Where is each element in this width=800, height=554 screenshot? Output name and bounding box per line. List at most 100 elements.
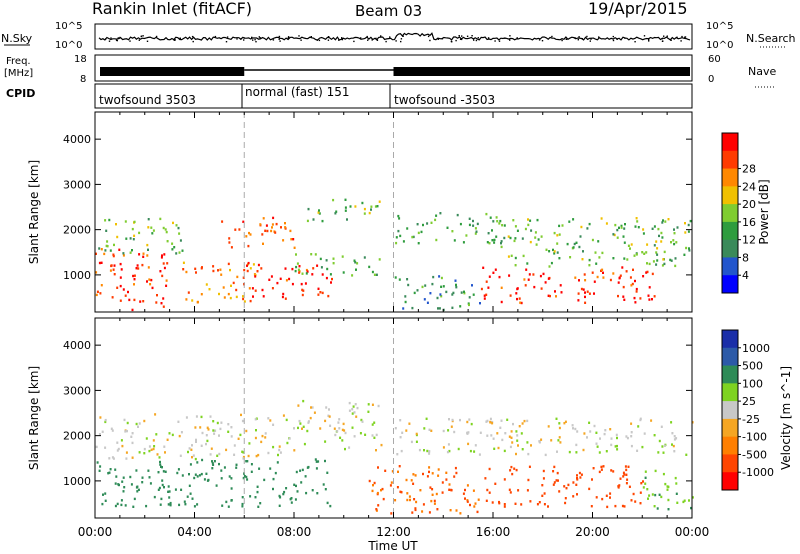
velocity-cell: [246, 460, 249, 463]
velocity-cell: [413, 498, 416, 501]
power-cell: [483, 294, 486, 297]
power-cell: [416, 223, 419, 226]
velocity-cell: [131, 441, 134, 445]
velocity-cell: [453, 475, 456, 478]
power-cell: [601, 251, 604, 255]
power-cell: [522, 254, 525, 258]
power-cell: [479, 302, 481, 305]
nsearch-point: [236, 38, 238, 40]
nsky-strip: N.Sky 10^5 10^0 10^5 10^0 N.Search: [1, 21, 796, 51]
power-cell: [246, 269, 249, 273]
velocity-cell: [576, 493, 578, 496]
power-cell: [423, 298, 426, 301]
velocity-cell: [177, 468, 180, 471]
velocity-cell: [466, 432, 469, 435]
velocity-cell: [414, 508, 417, 512]
nsearch-point: [115, 39, 118, 41]
nsearch-point: [589, 40, 591, 42]
velocity-cell: [426, 475, 429, 478]
velocity-cell: [255, 429, 257, 432]
power-cell: [632, 268, 634, 271]
velocity-cell: [512, 422, 514, 426]
velocity-cell: [205, 434, 208, 437]
power-cell: [98, 247, 101, 250]
freq-label-line1: Freq.: [6, 56, 31, 67]
velocity-cell: [580, 473, 583, 476]
power-cell: [549, 294, 551, 298]
velocity-cell: [609, 492, 612, 495]
velocity-cell: [466, 484, 469, 487]
velocity-cell: [552, 470, 555, 473]
velocity-cell: [154, 413, 157, 416]
velocity-cell: [372, 484, 374, 487]
power-cell: [178, 251, 181, 254]
velocity-cell: [161, 479, 164, 482]
power-cell: [566, 242, 569, 246]
velocity-cell: [575, 443, 578, 447]
velocity-cell: [595, 496, 598, 499]
power-cell: [660, 240, 663, 243]
power-cell: [521, 237, 524, 240]
power-cell: [262, 217, 265, 220]
power-cell: [485, 212, 488, 216]
power-cell: [482, 266, 485, 269]
velocity-cell: [216, 421, 219, 425]
power-cell: [187, 291, 190, 294]
velocity-cell: [120, 503, 123, 507]
velocity-cell: [148, 445, 151, 448]
power-cell: [556, 242, 559, 245]
power-cell: [248, 231, 250, 235]
nave-tick-bottom: 0: [708, 74, 714, 85]
power-cell: [560, 291, 563, 294]
power-cell: [488, 275, 491, 278]
velocity-cell: [564, 501, 567, 505]
nsearch-point: [255, 41, 257, 43]
power-cell: [230, 246, 233, 249]
nsearch-point: [574, 37, 576, 39]
velocity-cell: [399, 419, 402, 422]
velocity-cell: [125, 451, 128, 454]
power-cell: [284, 297, 287, 300]
velocity-cell: [572, 495, 575, 498]
velocity-cell: [412, 473, 415, 476]
velocity-cell: [194, 426, 197, 429]
power-cell: [653, 295, 656, 298]
power-cell: [205, 283, 208, 286]
velocity-cell: [230, 435, 233, 438]
power-cell: [115, 223, 117, 226]
power-cell: [196, 301, 199, 304]
x-tick-label: 12:00: [376, 525, 411, 539]
velocity-cell: [486, 434, 489, 437]
velocity-cell: [467, 431, 470, 434]
velocity-cell: [205, 472, 208, 475]
power-cell: [271, 287, 274, 290]
power-cell: [293, 246, 296, 249]
velocity-cell: [198, 474, 201, 477]
power-cell: [463, 290, 465, 293]
power-cell: [625, 270, 628, 273]
velocity-cell: [194, 457, 197, 461]
power-cell: [378, 200, 381, 203]
power-cell: [676, 226, 679, 229]
velocity-cell: [523, 419, 526, 423]
power-cell: [375, 273, 378, 276]
power-cell: [319, 257, 322, 261]
velocity-cell: [359, 432, 362, 435]
power-cell: [584, 295, 586, 299]
power-cell: [468, 296, 471, 299]
colorbar-tick-label: 8: [742, 251, 749, 264]
power-cell: [622, 295, 625, 298]
velocity-cell: [163, 445, 166, 448]
velocity-cell: [361, 420, 364, 423]
velocity-cell: [145, 504, 148, 508]
velocity-cell: [690, 506, 692, 510]
power-cell: [645, 251, 648, 254]
velocity-cell: [167, 485, 170, 488]
velocity-cell: [526, 419, 529, 423]
velocity-cell: [396, 453, 399, 456]
colorbar-swatch: [722, 383, 738, 402]
power-cell: [259, 223, 262, 226]
power-cell: [635, 217, 638, 220]
power-cell: [407, 283, 410, 287]
